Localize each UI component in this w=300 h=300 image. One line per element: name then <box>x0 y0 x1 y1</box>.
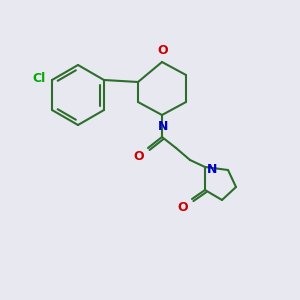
Text: Cl: Cl <box>33 71 46 85</box>
Text: N: N <box>207 163 217 176</box>
Text: O: O <box>134 150 144 163</box>
Text: N: N <box>158 120 168 133</box>
Text: O: O <box>177 201 188 214</box>
Text: O: O <box>158 44 168 57</box>
